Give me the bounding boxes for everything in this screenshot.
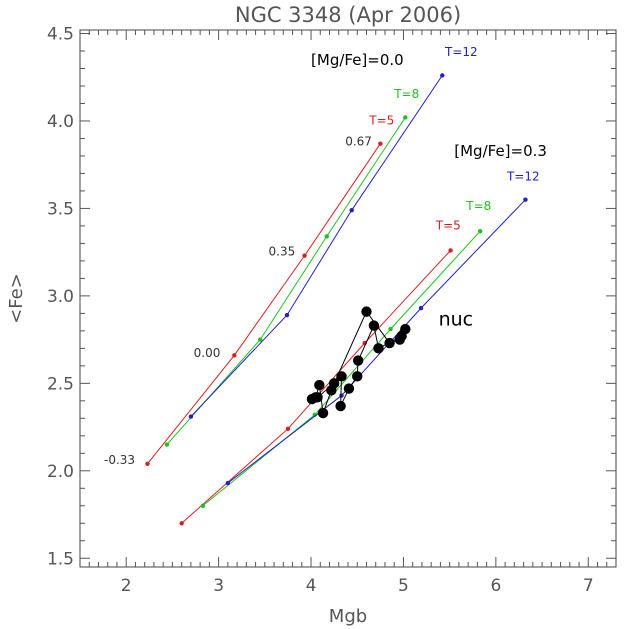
x-tick-label: 3	[213, 576, 224, 596]
annotation-label: 0.00	[194, 346, 221, 360]
model-point	[284, 312, 290, 318]
y-tick-label: 2.0	[47, 462, 74, 482]
y-tick-label: 1.5	[47, 549, 74, 569]
model-point	[448, 248, 453, 253]
data-point	[343, 383, 355, 394]
y-tick-label: 4.5	[47, 24, 74, 44]
model-point	[145, 461, 150, 466]
data-point	[326, 385, 337, 396]
model-point	[523, 197, 528, 202]
tick-labels: 2 3 4 5 6 7 1.5 2.0 2.5 3.0 3.5 4.0 4.5	[47, 24, 594, 596]
model-point	[388, 326, 393, 332]
model-line	[147, 143, 381, 465]
annotation-label: T=12	[444, 45, 478, 59]
data-point	[384, 337, 395, 349]
annotation-label: [Mg/Fe]=0.3	[454, 142, 547, 160]
model-line	[190, 75, 443, 417]
data-point	[317, 407, 329, 419]
annotation-label: T=5	[368, 113, 394, 127]
annotation-label: 0.67	[345, 134, 372, 148]
model-point	[339, 393, 344, 398]
model-point	[188, 414, 194, 419]
x-tick-label: 4	[306, 576, 317, 596]
model-line	[181, 250, 451, 524]
annotation-label: T=8	[465, 199, 491, 213]
x-axis-label: Mgb	[329, 606, 367, 627]
model-point	[164, 442, 170, 447]
model-point	[403, 115, 408, 120]
x-tick-label: 7	[583, 576, 594, 596]
data-point	[361, 306, 372, 317]
model-point	[258, 337, 263, 342]
model-point	[302, 253, 307, 258]
y-tick-label: 3.0	[47, 287, 74, 307]
data-point	[373, 343, 384, 354]
annotations: [Mg/Fe]=0.0 [Mg/Fe]=0.3 T=12 T=8 T=5 T=12 T=8 T…	[104, 45, 547, 467]
annotation-label: T=12	[506, 169, 540, 183]
observed-data	[306, 306, 411, 419]
model-point	[285, 426, 291, 432]
data-point	[310, 392, 321, 403]
model-point	[477, 228, 483, 234]
plot-frame	[79, 29, 617, 568]
model-point	[378, 141, 383, 146]
annotation-label: [Mg/Fe]=0.0	[311, 51, 404, 69]
model-point	[440, 73, 445, 78]
annotation-label: T=5	[435, 218, 461, 232]
x-tick-label: 5	[398, 576, 409, 596]
model-point	[200, 503, 206, 508]
x-tick-label: 2	[121, 576, 132, 596]
x-tick-label: 6	[490, 576, 501, 596]
data-point	[335, 400, 346, 412]
annotation-label: -0.33	[104, 453, 135, 467]
chart-title: NGC 3348 (Apr 2006)	[235, 3, 461, 27]
annotation-label: T=8	[393, 87, 419, 101]
data-point	[336, 371, 347, 382]
model-line	[202, 230, 481, 507]
data-point	[396, 330, 407, 342]
data-point	[368, 320, 380, 331]
model-point	[179, 521, 184, 526]
model-point	[349, 207, 354, 213]
annotation-label: 0.35	[269, 245, 296, 259]
y-tick-label: 3.5	[47, 199, 74, 219]
y-tick-label: 4.0	[47, 112, 74, 132]
y-tick-label: 2.5	[47, 374, 74, 394]
model-point	[324, 234, 329, 239]
y-axis-label: <Fe>	[6, 273, 27, 324]
annotation-label: nuc	[439, 309, 474, 331]
model-point	[418, 305, 424, 311]
data-point	[314, 379, 325, 391]
data-point	[352, 355, 364, 366]
axis-ticks	[80, 30, 616, 567]
model-point	[232, 353, 237, 358]
model-point	[225, 480, 231, 486]
data-point	[352, 371, 363, 382]
